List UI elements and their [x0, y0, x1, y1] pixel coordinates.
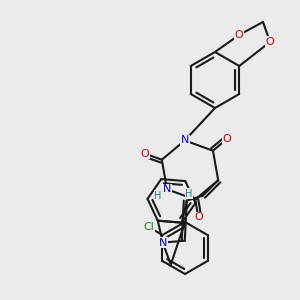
Text: N: N [159, 238, 167, 248]
Text: O: O [266, 37, 274, 47]
Text: O: O [222, 134, 231, 144]
Text: Cl: Cl [143, 222, 154, 232]
Text: N: N [163, 184, 171, 194]
Text: H: H [185, 189, 193, 199]
Text: N: N [181, 136, 189, 146]
Text: H: H [154, 191, 161, 201]
Text: O: O [235, 30, 243, 40]
Text: O: O [140, 148, 149, 159]
Text: O: O [194, 212, 203, 222]
